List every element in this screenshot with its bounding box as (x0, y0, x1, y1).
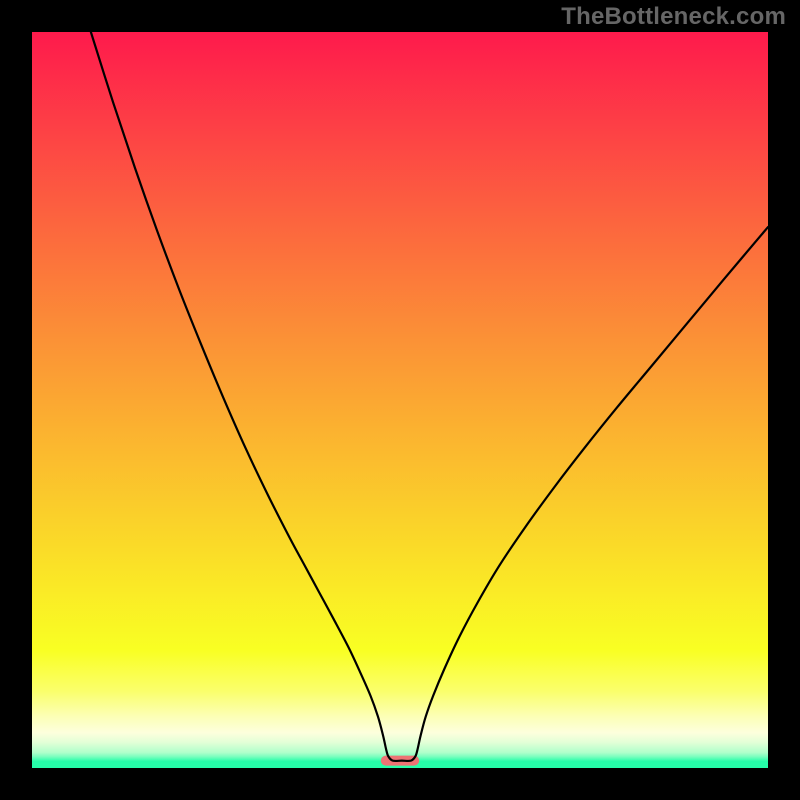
plot-area (32, 32, 768, 768)
gradient-background (32, 32, 768, 768)
chart-container: TheBottleneck.com (0, 0, 800, 800)
plot-svg (32, 32, 768, 768)
watermark-text: TheBottleneck.com (561, 3, 786, 31)
